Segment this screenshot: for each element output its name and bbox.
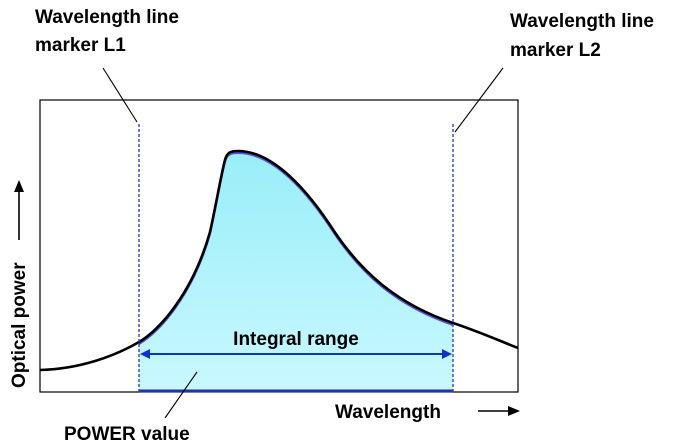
marker-l2-label: Wavelength line marker L2 <box>510 11 659 61</box>
marker-l2-leader <box>454 67 504 133</box>
curve-inner-outline <box>139 151 453 346</box>
x-axis-arrow <box>478 406 520 416</box>
integral-range-label: Integral range <box>233 329 359 350</box>
x-axis-label: Wavelength <box>335 402 441 423</box>
power-value-area <box>139 151 453 392</box>
marker-l1-label: Wavelength line marker L1 <box>35 7 184 56</box>
spectrum-curve <box>39 149 519 372</box>
marker-l1-leader <box>102 67 138 123</box>
integral-range-arrow <box>140 349 452 359</box>
power-value-leader <box>164 371 198 419</box>
y-axis-label: Optical power <box>9 262 30 388</box>
y-axis-arrow <box>14 180 24 240</box>
power-value-label: POWER value <box>64 424 190 445</box>
